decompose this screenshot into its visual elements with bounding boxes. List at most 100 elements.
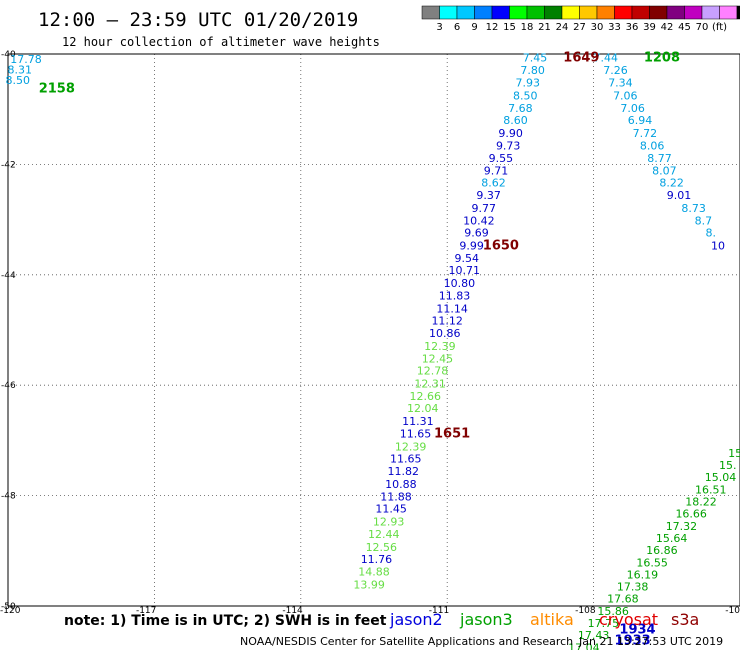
- footer-credit: NOAA/NESDIS Center for Satellite Applica…: [240, 635, 573, 648]
- colorbar-label: 45: [678, 22, 691, 33]
- swh-value: 7.26: [603, 64, 628, 77]
- colorbar-label: 9: [471, 22, 477, 33]
- swh-value: 9.69: [464, 227, 489, 240]
- swh-value: 15.04: [705, 471, 737, 484]
- legend-entry-jason2: jason2: [389, 610, 443, 629]
- colorbar-swatch: [596, 5, 615, 20]
- x-tick-label: -111: [429, 606, 449, 616]
- colorbar-label: 39: [643, 22, 656, 33]
- swh-value: 11.76: [361, 553, 393, 566]
- swh-value: 7.34: [608, 77, 633, 90]
- colorbar-label: 21: [538, 22, 551, 33]
- colorbar-label: (ft): [712, 22, 727, 33]
- pass-time-label: 1651: [434, 427, 470, 442]
- colorbar-swatch: [439, 5, 458, 20]
- swh-value: 8.50: [6, 74, 31, 87]
- swh-value: 17.38: [617, 581, 649, 594]
- swh-value: 7.06: [620, 102, 645, 115]
- swh-value: 15.64: [656, 532, 688, 545]
- swh-value: 7.93: [515, 77, 540, 90]
- swh-value: 7.72: [633, 127, 658, 140]
- swh-value: 7.44: [594, 52, 619, 65]
- swh-value: 10.71: [449, 264, 481, 277]
- swh-value: 9.73: [496, 139, 521, 152]
- y-tick-label: -48: [1, 492, 16, 502]
- swh-value: 17.32: [666, 520, 698, 533]
- colorbar-label: 15: [503, 22, 516, 33]
- colorbar-swatch: [684, 5, 703, 20]
- swh-value: 7.45: [523, 52, 548, 65]
- swh-value: 9.37: [476, 189, 501, 202]
- pass-time-label: 2158: [39, 82, 75, 97]
- colorbar-swatch: [701, 5, 720, 20]
- colorbar-swatch: [614, 5, 633, 20]
- pass-time-label: 1650: [483, 238, 519, 253]
- swh-value: 17.68: [607, 593, 639, 606]
- swh-value: 8.50: [513, 89, 538, 102]
- pass-time-label: 1933: [615, 634, 651, 649]
- colorbar-label: 36: [626, 22, 639, 33]
- colorbar-label: 30: [591, 22, 604, 33]
- swh-value: 7.06: [613, 89, 638, 102]
- swh-value: 18.22: [685, 496, 717, 509]
- colorbar-label: 12: [486, 22, 499, 33]
- y-tick-label: -42: [1, 160, 16, 170]
- swh-labels: 17.788.318.507.457.807.938.507.688.609.9…: [6, 52, 740, 650]
- satellite-legend: jason2 jason3 altika cryosat s3a: [389, 610, 699, 629]
- colorbar-swatch: [631, 5, 650, 20]
- swh-value: 8.62: [481, 176, 506, 189]
- swh-value: 11.65: [400, 428, 432, 441]
- colorbar-swatch: [719, 5, 738, 20]
- chart-subtitle: 12 hour collection of altimeter wave hei…: [62, 35, 380, 49]
- swh-value: 13.99: [353, 578, 385, 591]
- chart-title: 12:00 – 23:59 UTC 01/20/2019: [38, 9, 358, 31]
- legend-entry-cryosat: cryosat: [599, 610, 658, 629]
- y-tick-label: -46: [1, 381, 16, 391]
- swh-value: 6.94: [628, 114, 653, 127]
- colorbar-swatch: [649, 5, 668, 20]
- colorbar-swatch: [736, 5, 740, 20]
- colorbar-swatch: [544, 5, 563, 20]
- swh-value: 15.86: [597, 605, 629, 618]
- legend-entry-jason3: jason3: [459, 610, 513, 629]
- swh-value: 12.45: [422, 353, 454, 366]
- x-tick-label: -117: [136, 606, 156, 616]
- colorbar-label: 24: [556, 22, 569, 33]
- swh-value: 17.04: [568, 641, 600, 650]
- footer-timestamp: Jan 21 13:27:53 UTC 2019: [578, 635, 723, 648]
- colorbar-swatch: [491, 5, 510, 20]
- swh-value: 16.86: [646, 544, 678, 557]
- swh-value: 16.66: [675, 508, 707, 521]
- colorbar-label: 6: [454, 22, 460, 33]
- footer-note: note: 1) Time is in UTC; 2) SWH is in fe…: [64, 613, 387, 629]
- swh-value: 8.22: [659, 176, 684, 189]
- swh-value: 9.90: [498, 127, 523, 140]
- swh-value: 10.86: [429, 327, 461, 340]
- swh-value: 8.: [705, 227, 716, 240]
- swh-value: 10.88: [385, 478, 417, 491]
- colorbar-swatch: [509, 5, 528, 20]
- y-tick-label: -40: [1, 50, 16, 60]
- swh-value: 12.39: [395, 440, 427, 453]
- swh-value: 17.75: [588, 617, 620, 630]
- swh-value: 8.60: [503, 114, 528, 127]
- colorbar-swatch: [526, 5, 545, 20]
- legend-entry-altika: altika: [530, 610, 574, 629]
- colorbar-label: 18: [521, 22, 534, 33]
- swh-value: 8.73: [681, 202, 706, 215]
- colorbar-swatch: [474, 5, 493, 20]
- swh-value: 12.66: [409, 390, 441, 403]
- swh-value: 11.12: [431, 314, 463, 327]
- x-tick-label: -108: [575, 606, 596, 616]
- swh-value: 7.68: [508, 102, 533, 115]
- swh-value: 17.78: [10, 53, 42, 66]
- colorbar-label: 3: [436, 22, 442, 33]
- swh-value: 10: [711, 239, 725, 252]
- swh-value: 9.01: [667, 189, 692, 202]
- x-tick-label: -114: [282, 606, 303, 616]
- colorbar-swatch: [421, 5, 440, 20]
- swh-value: 11.88: [380, 491, 412, 504]
- swh-value: 8.07: [652, 164, 677, 177]
